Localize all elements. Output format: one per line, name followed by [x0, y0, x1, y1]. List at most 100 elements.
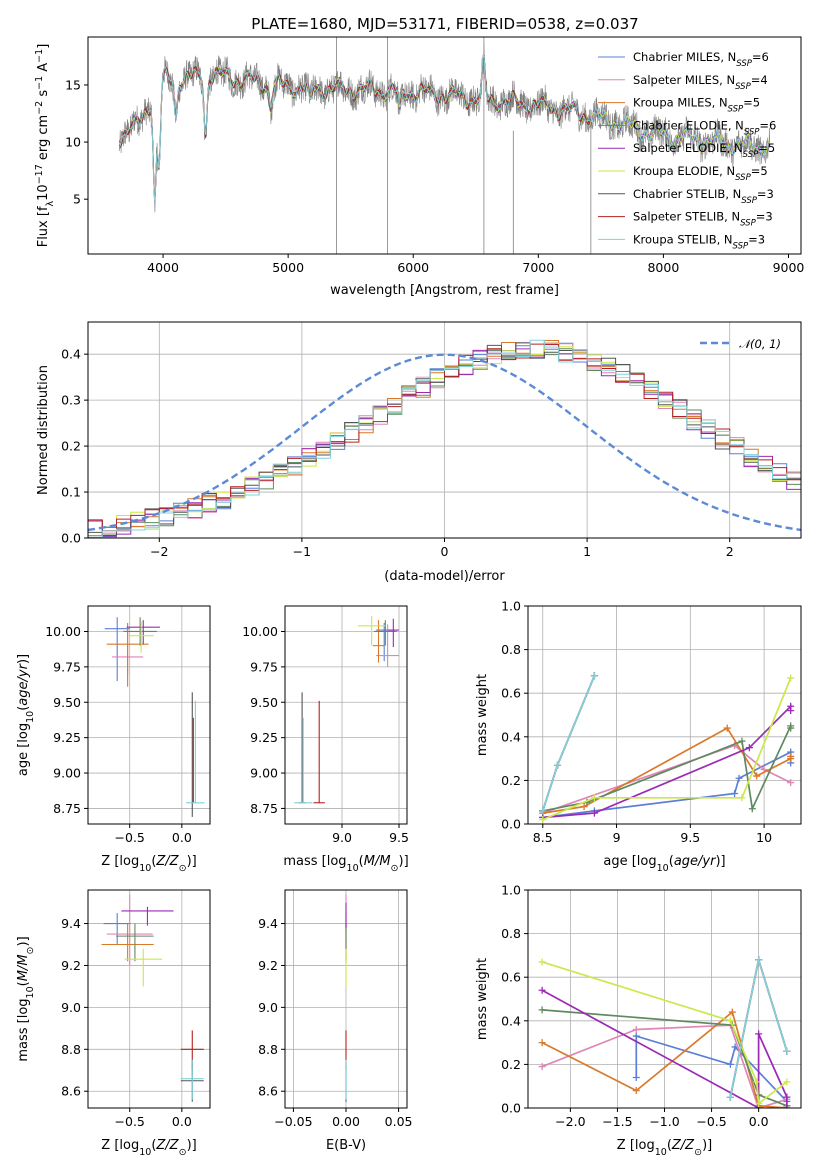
- weight-marker-3: [538, 1006, 546, 1014]
- y-tick-label: 0.4: [501, 1013, 521, 1028]
- y-tick-label: 0.2: [61, 439, 81, 454]
- legend-label-end: =3: [756, 210, 773, 224]
- axes-frame: [284, 605, 408, 825]
- legend-label-end: =6: [759, 118, 776, 132]
- y-tick-label: 9.2: [258, 958, 278, 973]
- weight-marker-8: [539, 807, 547, 815]
- weight-marker-3: [738, 737, 746, 745]
- figure-title: PLATE=1680, MJD=53171, FIBERID=0538, z=0…: [251, 15, 638, 33]
- label-part: (: [151, 854, 156, 869]
- weight-marker-4: [538, 986, 546, 994]
- label-part: Flux [f: [36, 206, 51, 247]
- legend-label-main: Chabrier STELIB, N: [633, 187, 741, 201]
- weight-marker-0: [731, 789, 739, 797]
- y-tick-label: 0.2: [501, 1057, 521, 1072]
- y-tick-label: 1.0: [501, 883, 521, 898]
- y-tick-label: 0.3: [61, 393, 81, 408]
- weight-marker-8: [554, 761, 562, 769]
- weight-marker-4: [783, 1104, 791, 1108]
- y-axis-label: Flux [fλ10−17 erg cm−2 s−1 A−1]: [34, 44, 56, 248]
- x-axis-label: (data-model)/error: [384, 569, 505, 584]
- label-part: )]: [16, 654, 31, 664]
- label-part: (: [16, 981, 31, 986]
- y-tick-label: 8.6: [258, 1084, 278, 1099]
- legend-label-end: =5: [758, 141, 775, 155]
- weight-marker-8: [726, 1093, 734, 1101]
- y-tick-label: 9.4: [61, 916, 81, 931]
- y-tick-label: 9.50: [250, 695, 278, 710]
- x-axis-label: mass [log10(M/M⊙)]: [283, 854, 408, 874]
- weight-marker-0: [735, 774, 743, 782]
- y-tick-label: 0.0: [501, 817, 521, 832]
- y-tick-label: 0.6: [501, 970, 521, 985]
- y-tick-label: 9.25: [250, 730, 278, 745]
- x-tick-label: −0.5: [115, 830, 145, 845]
- label-part: ⊙: [179, 863, 187, 874]
- plot-area: [118, 37, 770, 254]
- label-part: (: [151, 1138, 156, 1153]
- x-axis-label: Z [log10(Z/Z⊙)]: [101, 1138, 196, 1158]
- x-axis-label: Z [log10(Z/Z⊙)]: [101, 854, 196, 874]
- label-part: λ: [45, 200, 56, 206]
- x-tick-label: 6000: [397, 260, 429, 275]
- panel-residual-histogram: −2 −1 0 1 2 0.0 0.1 0.2 0.3 0.4 (data-model)/error…: [36, 321, 802, 584]
- legend-label-sub: SSP: [743, 150, 759, 160]
- y-axis-label: Normed distribution: [36, 365, 51, 495]
- legend-normal-label: 𝒩(0, 1): [739, 337, 781, 351]
- x-tick-label: 9.0: [332, 830, 352, 845]
- panel-age-vs-mass: 9.0 9.5 8.75 9.00 9.25 9.50 9.75 10.00 mass [log…: [242, 605, 409, 874]
- x-tick-label: 2: [726, 544, 734, 559]
- y-tick-label: 0.4: [501, 729, 521, 744]
- label-part: −1: [34, 49, 45, 63]
- y-tick-label: 9.0: [61, 1000, 81, 1015]
- label-part: (: [16, 706, 31, 711]
- label-part: ]: [36, 44, 51, 49]
- weight-marker-8: [783, 1047, 791, 1055]
- weight-marker-5: [738, 794, 746, 802]
- weight-marker-4: [755, 1030, 763, 1038]
- y-tick-label: 0.4: [61, 347, 81, 362]
- label-part: 10: [655, 1147, 667, 1158]
- label-part: E(B-V): [326, 1138, 366, 1153]
- x-tick-label: −0.5: [696, 1114, 726, 1129]
- label-part: M/M: [364, 854, 391, 869]
- label-part: 10: [139, 863, 151, 874]
- label-part: erg cm: [36, 115, 51, 164]
- x-tick-label: −1.5: [602, 1114, 632, 1129]
- y-tick-label: 0.8: [501, 642, 521, 657]
- legend-label-sub: SSP: [741, 196, 757, 206]
- weight-line-5: [542, 677, 792, 821]
- label-part: −1: [34, 76, 45, 90]
- y-axis-label: mass weight: [475, 674, 490, 756]
- y-tick-label: 8.8: [258, 1042, 278, 1057]
- legend-label-end: =5: [751, 164, 768, 178]
- legend-entry: Chabrier STELIB, NSSP=3: [633, 187, 774, 206]
- x-tick-label: −2: [150, 544, 168, 559]
- y-tick-label: 10.00: [45, 624, 81, 639]
- model-spectrum-8: [118, 54, 770, 201]
- label-part: 10: [139, 1147, 151, 1158]
- histogram-5: [88, 342, 801, 538]
- weight-marker-8: [590, 672, 598, 680]
- x-tick-label: 0.00: [332, 1114, 360, 1129]
- weight-marker-0: [632, 1032, 640, 1040]
- y-tick-label: 0.2: [501, 773, 521, 788]
- legend-label-main: Chabrier ELODIE, N: [633, 118, 744, 132]
- label-part: M/M: [16, 954, 31, 981]
- histogram-1: [88, 342, 801, 538]
- legend-label-sub: SSP: [740, 219, 756, 229]
- x-tick-label: 4000: [147, 260, 179, 275]
- x-axis-label: wavelength [Angstrom, rest frame]: [330, 283, 559, 298]
- y-tick-label: 9.50: [53, 695, 81, 710]
- weight-marker-5: [787, 674, 795, 682]
- x-tick-label: 9.5: [389, 830, 409, 845]
- weight-marker-5: [726, 1017, 734, 1025]
- plot-area: [104, 617, 205, 817]
- y-tick-label: 1.0: [501, 599, 521, 614]
- legend-label-main: Salpeter MILES, N: [633, 73, 735, 87]
- axes-frame: [87, 36, 802, 255]
- y-tick-label: 0.1: [61, 485, 81, 500]
